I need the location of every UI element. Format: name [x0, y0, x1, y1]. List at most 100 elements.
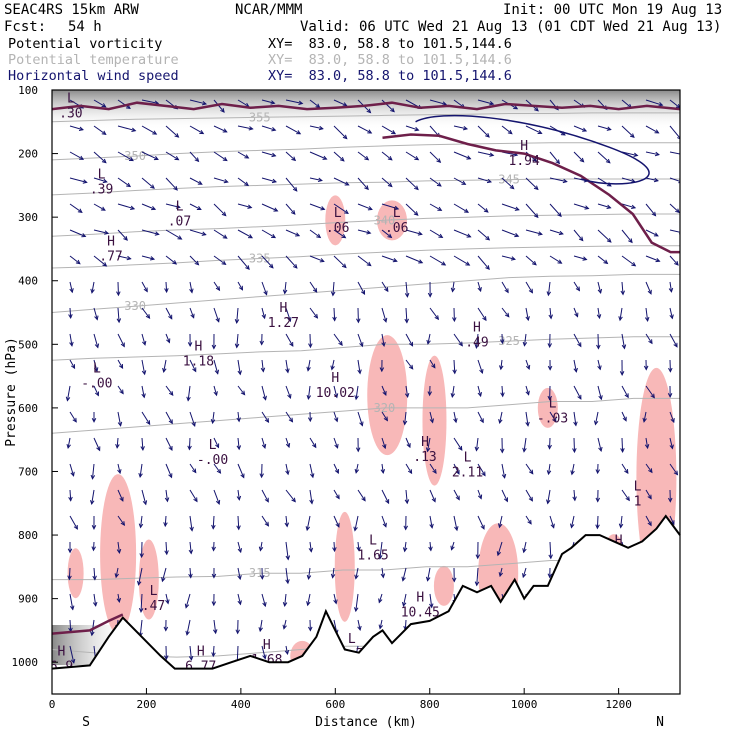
wind-vector [525, 229, 543, 235]
wind-arrowhead [364, 155, 370, 161]
wind-vector [165, 307, 173, 319]
wind-arrowhead [244, 154, 250, 159]
wind-vector [165, 281, 168, 293]
wind-arrowhead [378, 554, 383, 560]
wind-vector [309, 99, 320, 108]
y-tick-label: 400 [18, 275, 38, 288]
wind-vector [117, 411, 122, 426]
wind-vector [381, 333, 385, 346]
wind-vector [189, 203, 202, 210]
wind-arrowhead [380, 573, 386, 579]
wind-arrowhead [577, 342, 582, 348]
wind-arrowhead [145, 314, 151, 319]
wind-arrowhead [168, 419, 173, 425]
wind-vector [189, 567, 192, 578]
wind-vector [261, 411, 269, 423]
wind-vector [333, 177, 349, 186]
wind-arrowhead [91, 546, 96, 552]
wind-vector [307, 385, 311, 399]
wind-arrowhead [486, 178, 493, 184]
wind-arrowhead [163, 522, 168, 528]
wind-arrowhead [261, 314, 266, 320]
wind-vector [261, 645, 266, 659]
wind-vector [237, 99, 250, 107]
wind-vector [405, 177, 419, 190]
wind-vector [669, 99, 680, 109]
wind-vector [429, 515, 433, 528]
wind-vector [547, 489, 551, 504]
wind-vector [357, 359, 361, 374]
wind-arrowhead [570, 470, 575, 476]
wind-arrowhead [383, 416, 388, 422]
wind-vector [91, 489, 95, 505]
extremum-marker: L [209, 438, 217, 453]
extremum-marker: H [58, 645, 66, 660]
wind-arrowhead [537, 129, 543, 135]
wind-arrowhead [211, 344, 217, 350]
wind-arrowhead [268, 263, 274, 269]
wind-arrowhead [647, 521, 652, 527]
wind-vector [669, 177, 680, 182]
theta-contour-label: 325 [498, 334, 520, 348]
wind-vector [212, 515, 215, 529]
wind-vector [259, 541, 263, 551]
wind-arrowhead [82, 179, 88, 184]
wind-vector [453, 177, 466, 185]
wind-arrowhead [677, 135, 680, 140]
legend-pv-name: Potential vorticity [8, 36, 163, 52]
wind-arrowhead [65, 396, 71, 402]
wind-vector [117, 307, 120, 323]
wind-vector [140, 593, 143, 612]
wind-vector [404, 619, 407, 630]
wind-arrowhead [285, 579, 290, 585]
wind-arrowhead [194, 157, 200, 163]
wind-arrowhead [644, 316, 650, 322]
wind-vector [597, 229, 612, 243]
wind-vector [237, 281, 243, 291]
extremum-marker: L [369, 533, 377, 548]
wind-arrowhead [477, 392, 482, 398]
wind-vector [333, 255, 347, 268]
x-tick-label: 200 [136, 698, 156, 711]
wind-arrowhead [655, 257, 661, 263]
wind-vector [91, 463, 95, 479]
wind-arrowhead [674, 260, 679, 266]
wind-vector [141, 125, 157, 135]
extremum-value: 1.94 [509, 154, 540, 169]
wind-vector [237, 203, 252, 209]
wind-arrowhead [72, 417, 77, 423]
wind-arrowhead [489, 101, 495, 106]
wind-arrowhead [552, 417, 557, 423]
wind-arrowhead [92, 601, 98, 607]
wind-vector [261, 515, 269, 527]
theta-contour-label: 340 [374, 213, 396, 227]
wind-arrowhead [466, 155, 472, 160]
wind-arrowhead [431, 363, 436, 369]
wind-arrowhead [141, 393, 146, 399]
wind-vector [594, 411, 599, 425]
wind-vector [619, 307, 623, 321]
wind-vector [669, 333, 678, 348]
wind-vector [525, 177, 539, 190]
wind-vector [308, 567, 311, 579]
wind-arrowhead [479, 368, 484, 375]
wind-vector [476, 567, 479, 586]
wind-vector [261, 229, 276, 238]
extremum-value: 2.11 [452, 466, 483, 481]
wind-vector [573, 203, 589, 209]
wind-arrowhead [188, 573, 193, 579]
wind-vector [429, 541, 432, 551]
wind-arrowhead [149, 256, 156, 261]
wind-vector [141, 255, 155, 260]
wind-vector [261, 593, 266, 607]
wind-arrowhead [481, 471, 486, 477]
wind-vector [237, 515, 240, 530]
wind-vector [573, 411, 577, 426]
wind-vector [357, 203, 373, 210]
wind-arrowhead [73, 524, 78, 530]
legend-wind-name: Horizontal wind speed [8, 68, 179, 84]
theta-contour-label: 350 [124, 149, 146, 163]
wind-arrowhead [116, 318, 122, 324]
wind-arrowhead [675, 208, 680, 214]
